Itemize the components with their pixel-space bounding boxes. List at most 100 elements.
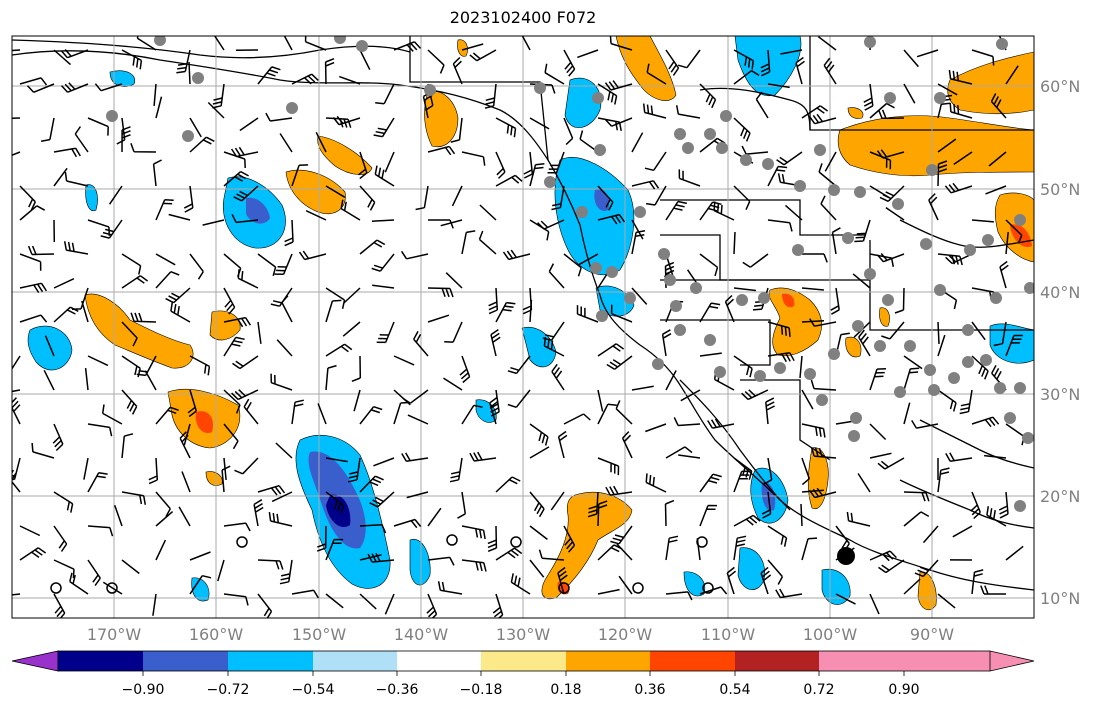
wind-barb [604,117,633,127]
station-marker [1014,214,1026,226]
wind-barb [487,525,498,552]
wind-barb [237,269,259,289]
wind-barb [675,105,701,119]
station-marker [1024,282,1034,294]
station-marker [848,430,860,442]
wind-barb [922,525,939,544]
wind-barb [488,287,499,315]
station-marker [286,102,298,114]
colorbar-outline [57,650,991,672]
wind-barb [102,581,123,595]
wind-barb [371,219,395,222]
longitude-labels: 170°W 160°W 150°W 140°W 130°W 120°W 110°… [87,625,954,644]
wind-barb [761,491,772,519]
station-marker [740,154,752,166]
wind-barb [903,578,921,595]
wind-barb [108,185,123,205]
wind-barb [563,49,576,77]
wind-barb [767,352,795,363]
colorbar-tick-label: −0.36 [376,682,419,698]
wind-barb [903,49,919,68]
wind-barb [283,36,293,51]
wind-barb [610,525,633,545]
wind-barb [801,537,818,561]
wind-barb [479,204,497,221]
wind-barb [291,399,304,425]
wind-barb [631,385,654,391]
lat-label: 50°N [1040,180,1080,199]
wind-barb [291,73,319,85]
station-marker-large [837,547,855,565]
colorbar-tick-label: 0.18 [550,682,581,698]
wind-barb [775,588,803,599]
wind-barb [325,364,337,391]
wind-barb [176,49,191,74]
wind-barb [81,300,89,323]
station-marker [356,40,368,52]
station-marker [50,582,62,594]
wind-barb [869,253,895,267]
wind-barb [885,206,905,221]
wind-barb [130,142,157,153]
wind-barb [980,585,1006,595]
wind-barb [984,454,1007,459]
wind-barb [971,321,986,341]
wind-barb [879,185,905,202]
wind-barb [542,321,565,341]
colorbar-segment [143,651,228,671]
wind-barb [809,318,837,327]
wind-barb [342,321,361,337]
wind-barb [43,369,55,391]
wind-barb [945,452,973,462]
wind-barb [869,452,892,459]
colorbar-tick-label: −0.54 [292,682,335,698]
wind-barb [233,185,259,202]
wind-barb [1005,545,1024,561]
wind-barb [101,404,123,425]
wind-barb [152,593,157,616]
wind-barb [529,491,545,518]
wind-barb [1005,232,1009,255]
station-marker [816,394,828,406]
wind-barb [202,219,225,226]
wind-barb [597,83,618,105]
wind-barb [450,117,463,143]
wind-barb [371,253,395,272]
lat-label: 60°N [1040,77,1080,96]
wind-barb [440,219,463,227]
station-marker [704,128,716,140]
wind-barb [801,489,824,493]
wind-barb [459,355,471,384]
wind-barb [374,165,395,187]
station-marker [652,358,664,370]
latitude-labels: 10°N 20°N 30°N 40°N 50°N 60°N [1040,77,1080,608]
wind-barb [563,413,591,425]
lon-label: 120°W [598,625,653,644]
wind-barb [155,511,174,527]
wind-barb [998,491,1009,519]
wind-barb [489,396,499,425]
station-marker [1004,412,1016,424]
wind-barb [615,400,633,425]
lon-label: 150°W [292,625,347,644]
wind-barb [12,389,21,393]
wind-barb [291,589,319,599]
wind-barb [26,83,55,93]
lat-label: 40°N [1040,283,1080,302]
station-marker [696,536,708,548]
station-marker [334,36,346,44]
wind-barb [824,151,837,172]
wind-barb [148,457,159,485]
wind-barb [232,355,259,370]
station-marker [794,180,806,192]
wind-barb [831,227,841,255]
station-marker [994,382,1006,394]
wind-barb [325,538,344,561]
wind-barb [427,145,456,156]
wind-barb [87,525,114,537]
wind-barb [713,201,735,221]
wind-barb [451,185,463,207]
station-marker [774,362,786,374]
wind-barb [948,69,973,85]
wind-barb [543,336,565,357]
